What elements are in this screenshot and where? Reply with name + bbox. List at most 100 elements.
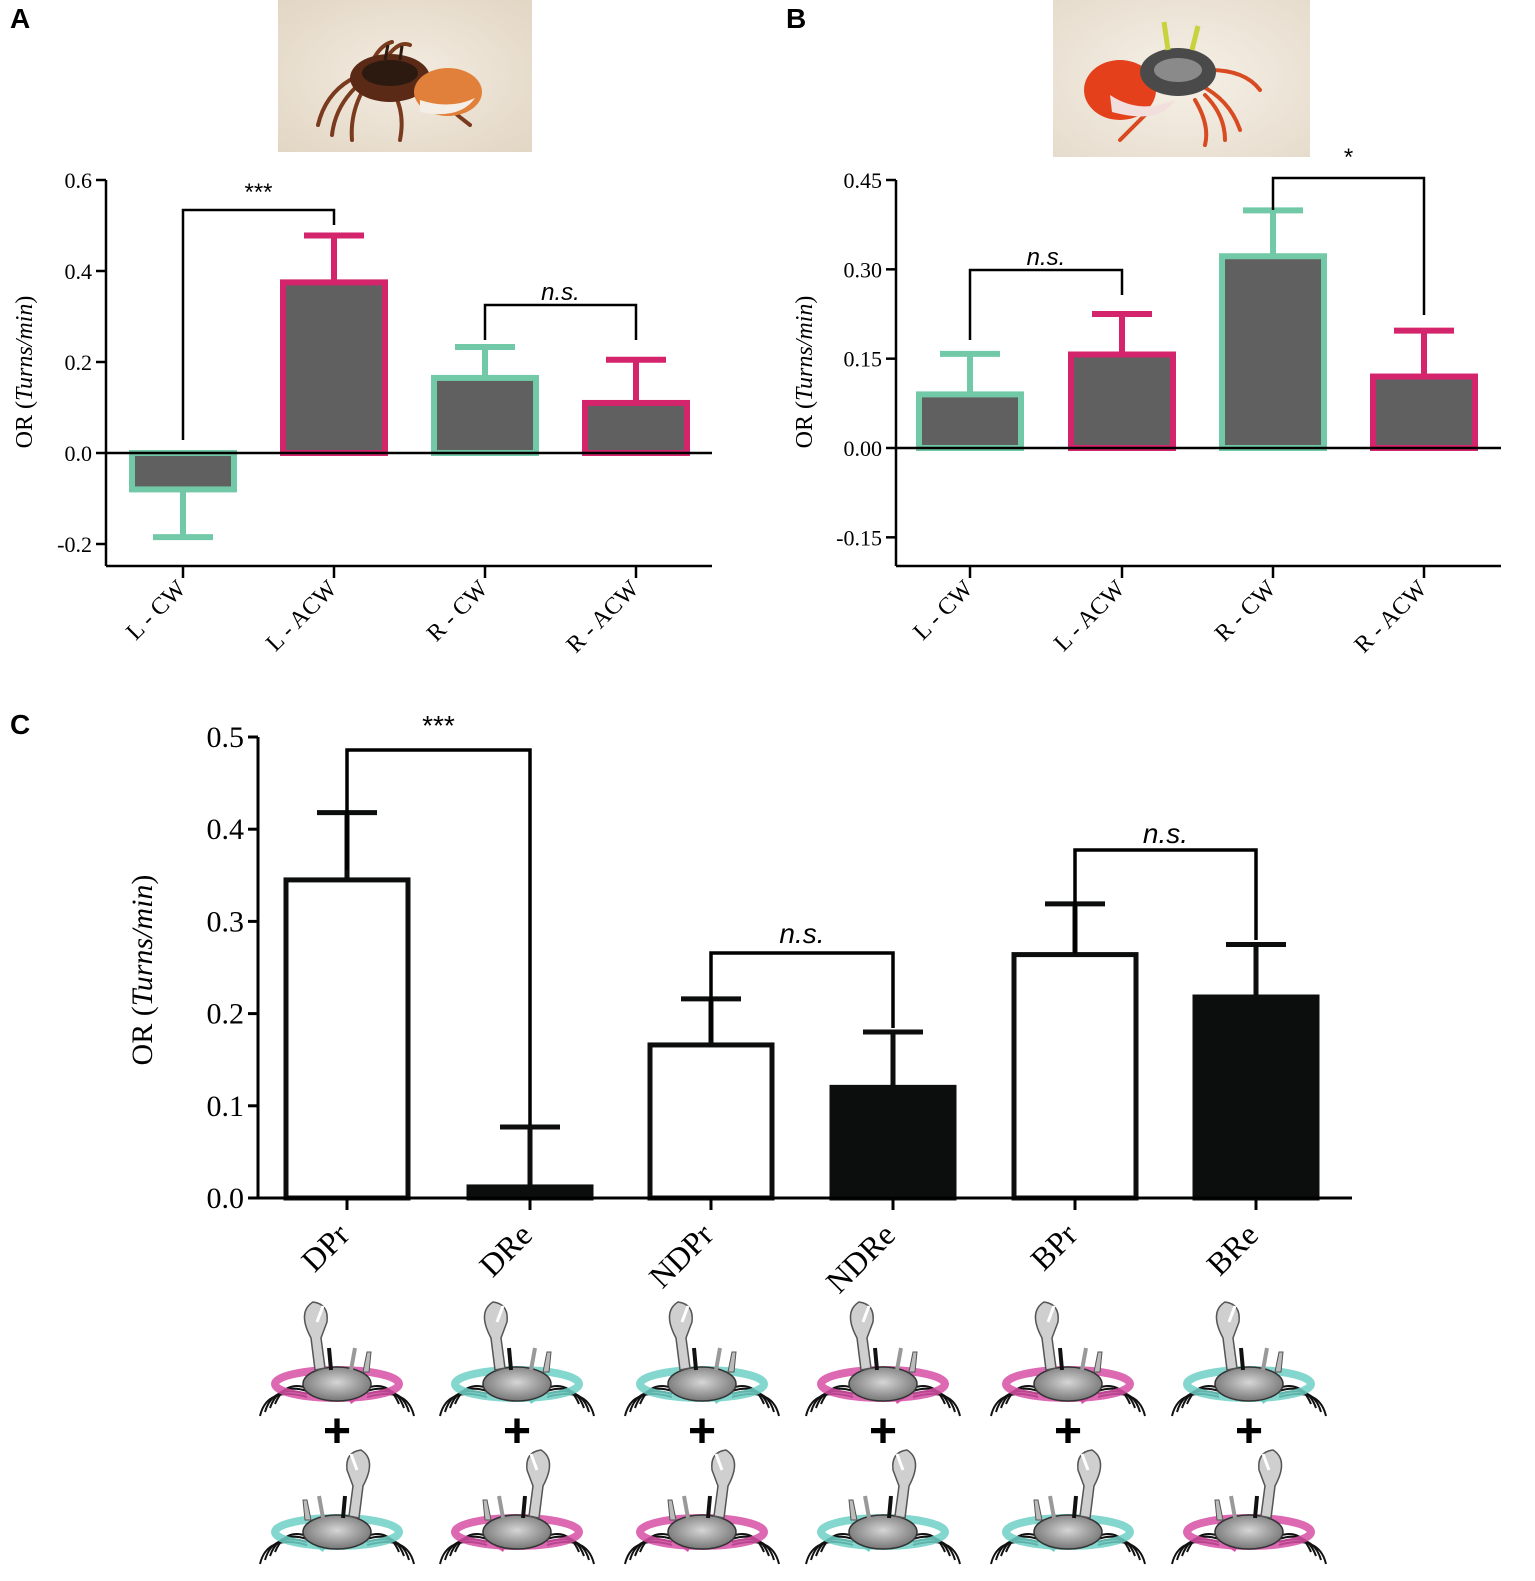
crab-body <box>1033 1514 1103 1550</box>
crab-eye-stalk <box>1229 1495 1237 1519</box>
crab-eye-stalk <box>327 1347 333 1371</box>
crab-minor-claw <box>1093 1351 1103 1373</box>
y-tick-label: 0.1 <box>207 1090 245 1123</box>
y-tick-label: 0.2 <box>207 998 245 1031</box>
crab-major-claw <box>1258 1449 1283 1519</box>
crab-eye-stalk <box>341 1495 347 1519</box>
crab-claw-gap <box>529 1453 539 1471</box>
x-tick-label: DPr <box>294 1216 356 1278</box>
crab-eye-stalk <box>895 1347 903 1371</box>
crab-eye-stalk <box>1261 1347 1269 1371</box>
crab-claw-gap <box>1080 1453 1090 1471</box>
crab-eye-stalk <box>887 1495 893 1519</box>
x-tick-label: BRe <box>1199 1216 1265 1282</box>
bar-DPr <box>283 877 411 1201</box>
y-axis-label: OR (Turns/min) <box>12 296 38 449</box>
y-axis-label-prefix: OR ( <box>792 401 818 448</box>
y-tick-label: 0.0 <box>65 441 93 466</box>
y-axis-label: OR (Turns/min) <box>792 296 818 449</box>
bar-NDPr <box>647 1042 775 1201</box>
crab-claw-gap <box>1261 1453 1271 1471</box>
crab-eye-stalk <box>1080 1347 1088 1371</box>
panel-label-b: B <box>786 3 806 34</box>
crab-claw-gap <box>349 1453 359 1471</box>
crab-claw-gap <box>680 1305 690 1323</box>
crab-body <box>482 1366 552 1402</box>
crab-claw-gap <box>495 1305 505 1323</box>
crab-major-claw <box>1077 1449 1102 1519</box>
x-tick-label: L - ACW <box>1049 576 1130 657</box>
crab-minor-claw <box>1214 1499 1224 1521</box>
chart-a: -0.2 0.0 0.2 0.4 0.6 L - CW L - ACW R - CW R - A… <box>12 168 712 658</box>
crab-body <box>1214 1366 1284 1402</box>
y-tick-label: -0.2 <box>57 532 92 557</box>
crab-eye-stalk <box>497 1495 505 1519</box>
significance-bracket <box>968 268 1124 340</box>
crab-minor-claw <box>908 1351 918 1373</box>
y-axis-label-unit: Turns/min <box>792 304 818 401</box>
crab-icon-top-1 <box>439 1301 595 1417</box>
crab-body <box>482 1514 552 1550</box>
x-tick-label: BPr <box>1023 1216 1084 1277</box>
bar-L - ACW <box>280 279 388 456</box>
crab-major-claw <box>849 1301 874 1371</box>
crab-eye-stalk <box>521 1495 527 1519</box>
crab-body <box>848 1366 918 1402</box>
crab-major-claw <box>1215 1301 1240 1371</box>
x-tick-label: R - ACW <box>562 576 645 659</box>
crab-minor-claw <box>667 1499 677 1521</box>
crab-eye-stalk <box>706 1495 712 1519</box>
plus-sign: + <box>869 1405 897 1458</box>
crab-major-claw <box>303 1301 328 1371</box>
y-tick-label: 0.5 <box>207 721 245 754</box>
crab-major-claw <box>483 1301 508 1371</box>
crab-eye-stalk <box>1048 1495 1056 1519</box>
plus-sign: + <box>1235 1405 1263 1458</box>
crab-claw-gap <box>1227 1305 1237 1323</box>
crab-body <box>302 1514 372 1550</box>
y-tick-label: 0.15 <box>844 347 883 372</box>
y-tick-label: 0.0 <box>207 1182 245 1215</box>
crab-icon-bottom-4 <box>990 1449 1146 1565</box>
x-tick-label: L - ACW <box>261 576 342 657</box>
crab-major-claw <box>1034 1301 1059 1371</box>
crab-claw-gap <box>895 1453 905 1471</box>
x-tick-label: R - ACW <box>1350 576 1433 659</box>
x-tick-label: DRe <box>472 1216 539 1283</box>
panel-label-c: C <box>10 709 30 740</box>
crab-minor-claw <box>1274 1351 1284 1373</box>
y-tick-label: 0.45 <box>844 168 883 193</box>
crab-minor-claw <box>542 1351 552 1373</box>
crab-photo-a <box>278 0 532 152</box>
crab-icon-top-4 <box>990 1301 1146 1417</box>
crab-photo-b <box>1053 0 1310 157</box>
crab-icon-top-0 <box>259 1301 415 1417</box>
crab-eye-stalk <box>873 1347 879 1371</box>
crab-icons: + + + + + + <box>259 1301 1327 1565</box>
x-tick-label: R - CW <box>1210 576 1281 647</box>
significance-label: *** <box>422 710 455 741</box>
crab-eye-stalk <box>1239 1347 1245 1371</box>
crab-eye-stalk <box>1253 1495 1259 1519</box>
bar-BRe <box>1192 994 1320 1201</box>
crab-body <box>1214 1514 1284 1550</box>
crab-major-claw <box>892 1449 917 1519</box>
crab-body <box>1033 1366 1103 1402</box>
y-tick-label: 0.00 <box>844 436 883 461</box>
x-tick-label: NDRe <box>819 1216 902 1299</box>
bar-DRe <box>466 1184 594 1201</box>
y-tick-label: 0.30 <box>844 257 883 282</box>
crab-icon-top-5 <box>1171 1301 1327 1417</box>
crab-claw-gap <box>714 1453 724 1471</box>
x-tick-label: L - CW <box>122 576 192 646</box>
crab-body <box>667 1366 737 1402</box>
crab-eye-stalk <box>529 1347 537 1371</box>
x-tick-label: NDPr <box>642 1216 720 1294</box>
x-tick-label: L - CW <box>909 576 979 646</box>
significance-label: *** <box>244 179 272 206</box>
y-tick-label: 0.2 <box>65 350 93 375</box>
crab-eye-stalk <box>714 1347 722 1371</box>
significance-label: n.s. <box>1143 818 1188 849</box>
crab-major-claw <box>711 1449 736 1519</box>
